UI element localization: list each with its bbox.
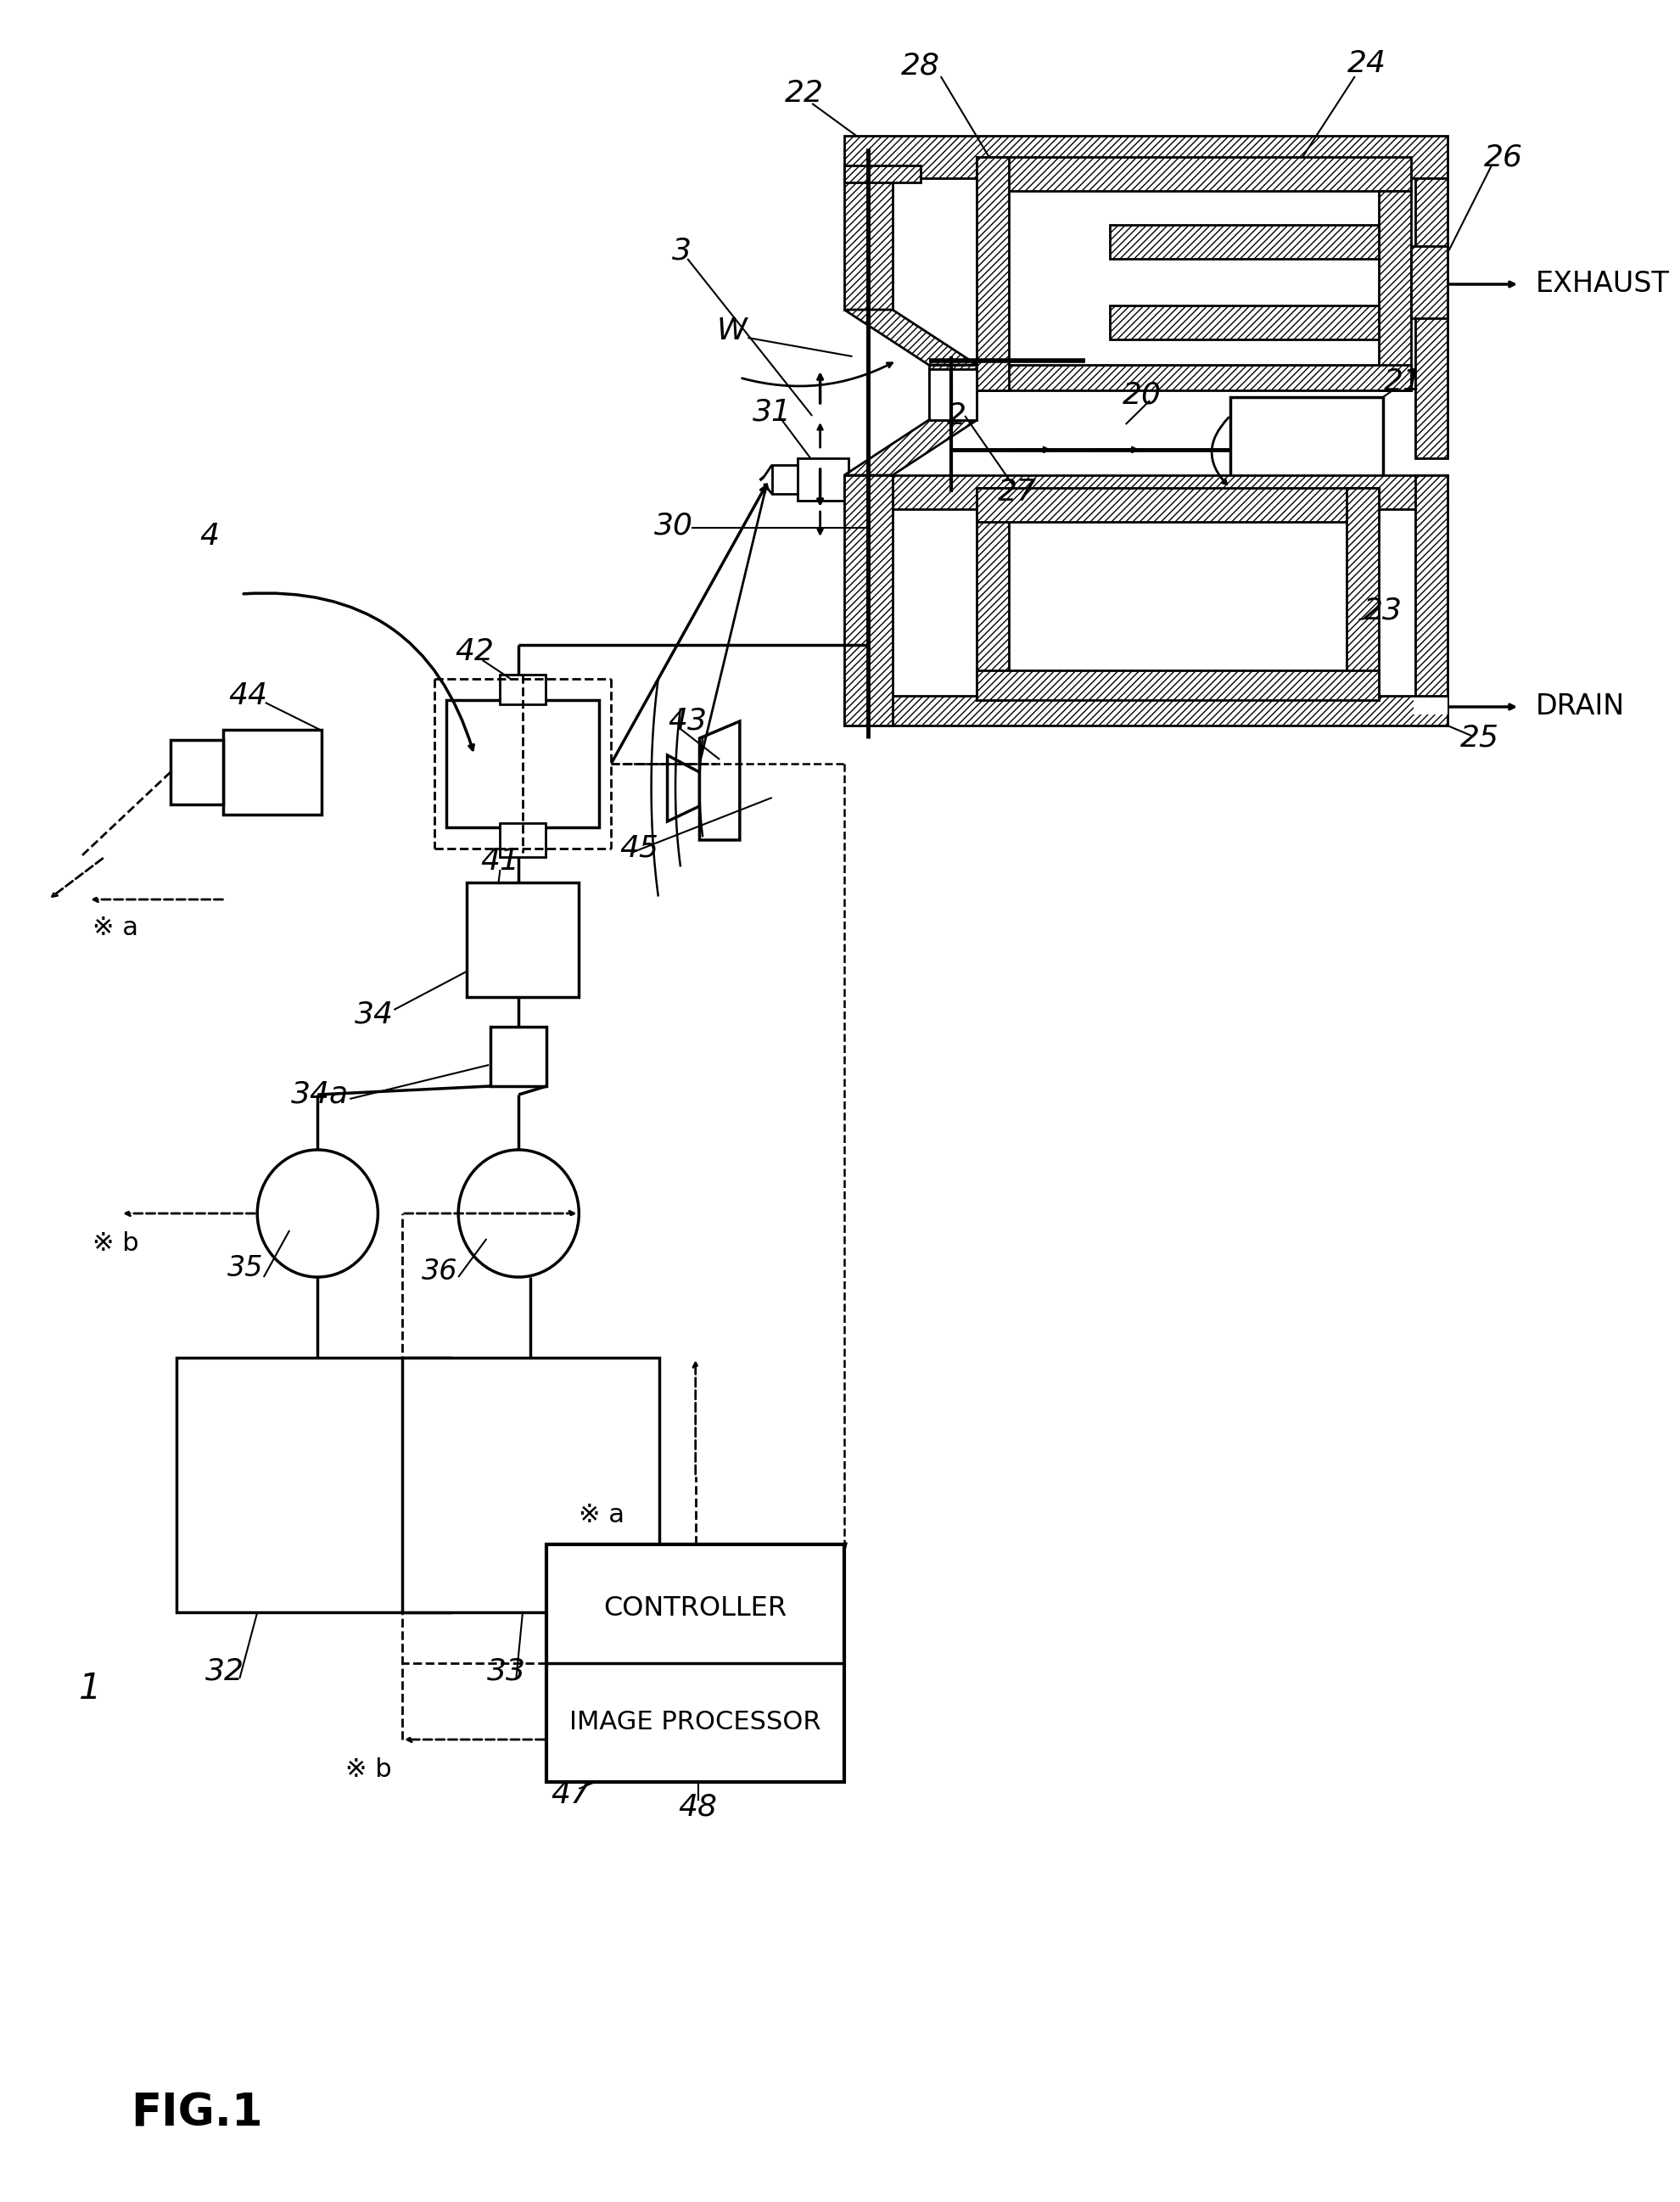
Polygon shape (170, 740, 223, 804)
Polygon shape (978, 366, 1411, 390)
Polygon shape (929, 366, 978, 421)
Text: 44: 44 (228, 680, 267, 711)
Text: 43: 43 (669, 707, 707, 735)
Text: 3: 3 (672, 236, 692, 264)
Text: 28: 28 (900, 53, 941, 81)
Text: DRAIN: DRAIN (1536, 694, 1625, 720)
Polygon shape (1230, 396, 1383, 506)
Text: EXHAUST: EXHAUST (1536, 271, 1670, 297)
Polygon shape (845, 476, 1448, 509)
Text: 4: 4 (200, 522, 218, 550)
Polygon shape (1109, 225, 1379, 260)
Text: 22: 22 (785, 79, 823, 108)
Polygon shape (501, 824, 546, 857)
Text: 42: 42 (455, 636, 494, 667)
Polygon shape (699, 722, 739, 841)
Text: ※ a: ※ a (580, 1502, 625, 1526)
Polygon shape (845, 165, 921, 183)
Polygon shape (1347, 489, 1379, 700)
Text: 24: 24 (1347, 48, 1386, 77)
Text: CONTROLLER: CONTROLLER (603, 1594, 788, 1621)
Polygon shape (667, 755, 699, 821)
Polygon shape (845, 310, 978, 366)
Text: 32: 32 (205, 1658, 245, 1687)
Polygon shape (845, 137, 1448, 178)
Polygon shape (491, 1026, 546, 1086)
Text: 33: 33 (487, 1658, 526, 1687)
Text: 25: 25 (1460, 724, 1499, 753)
Polygon shape (1415, 476, 1448, 724)
Polygon shape (845, 476, 892, 724)
Polygon shape (1109, 306, 1379, 339)
Polygon shape (978, 156, 1010, 390)
Polygon shape (845, 696, 1448, 724)
Text: ※ b: ※ b (92, 1231, 139, 1255)
Polygon shape (1379, 192, 1411, 390)
Text: 34: 34 (354, 1000, 393, 1028)
Polygon shape (546, 1544, 845, 1781)
Text: 30: 30 (654, 511, 694, 539)
Polygon shape (929, 370, 978, 421)
Polygon shape (447, 700, 600, 828)
Polygon shape (771, 465, 798, 493)
Text: ※ a: ※ a (92, 916, 138, 940)
Polygon shape (1415, 178, 1448, 458)
Text: 23: 23 (1364, 597, 1403, 625)
Text: 36: 36 (422, 1257, 459, 1286)
Polygon shape (798, 458, 848, 500)
Polygon shape (978, 489, 1010, 700)
Polygon shape (1413, 698, 1448, 713)
Text: IMAGE PROCESSOR: IMAGE PROCESSOR (570, 1711, 822, 1735)
Text: 47: 47 (551, 1779, 590, 1810)
Text: 41: 41 (480, 848, 519, 876)
Polygon shape (223, 729, 321, 815)
Polygon shape (845, 421, 978, 476)
Text: FIG.1: FIG.1 (131, 2092, 264, 2136)
Text: 20: 20 (1122, 381, 1161, 410)
Text: 48: 48 (679, 1792, 717, 1821)
Polygon shape (501, 674, 546, 705)
Text: 31: 31 (753, 396, 791, 425)
Text: W: W (717, 317, 748, 346)
Text: 34a: 34a (291, 1081, 349, 1110)
Text: 1: 1 (79, 1671, 101, 1707)
Text: ※ b: ※ b (346, 1757, 391, 1781)
Text: 26: 26 (1483, 143, 1524, 172)
Polygon shape (978, 489, 1379, 522)
Polygon shape (845, 178, 892, 310)
Polygon shape (978, 156, 1411, 192)
Text: 35: 35 (227, 1255, 264, 1282)
Text: 45: 45 (620, 835, 659, 863)
Polygon shape (402, 1359, 659, 1612)
Text: 21: 21 (1384, 368, 1423, 396)
Polygon shape (978, 669, 1379, 700)
Polygon shape (467, 883, 580, 998)
Text: 2: 2 (948, 401, 966, 429)
Polygon shape (1411, 247, 1448, 319)
Text: 27: 27 (998, 478, 1037, 506)
Polygon shape (176, 1359, 450, 1612)
